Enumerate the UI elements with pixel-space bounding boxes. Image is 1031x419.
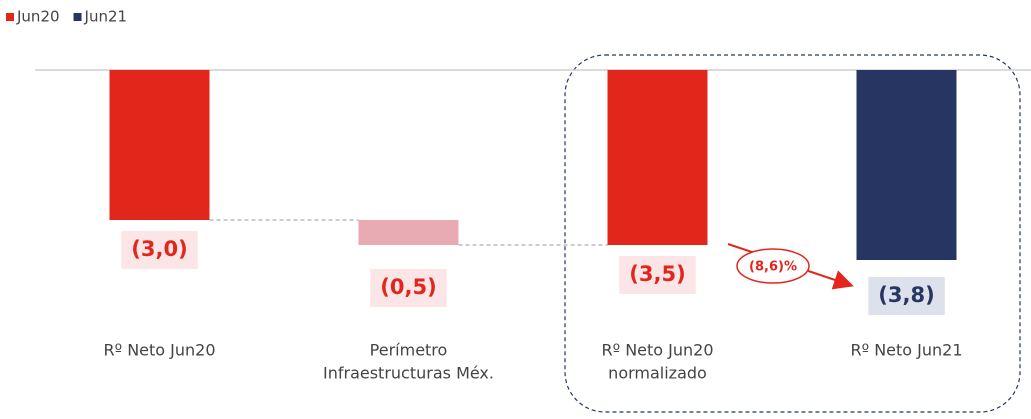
- bar: [856, 70, 957, 260]
- value-label-group: (3,5): [619, 256, 696, 294]
- bar: [607, 70, 708, 245]
- x-tick-label: Rº Neto Jun20: [601, 341, 713, 360]
- value-label: (3,5): [629, 262, 685, 286]
- bar: [109, 70, 210, 220]
- value-label-bg: [868, 277, 945, 315]
- legend-label: Jun20: [16, 8, 60, 26]
- highlight-frame: [564, 54, 1021, 413]
- x-tick-label: Perímetro: [370, 341, 448, 360]
- annotation: (8,6)%: [749, 260, 797, 275]
- value-label-group: (3,8): [868, 277, 945, 315]
- legend-swatch: [6, 13, 14, 21]
- value-label-bg: [619, 256, 696, 294]
- bar: [358, 220, 459, 245]
- value-label: (3,0): [131, 237, 187, 261]
- value-label: (0,5): [380, 275, 436, 299]
- value-label-bg: [121, 231, 198, 269]
- value-label-group: (0,5): [370, 269, 447, 307]
- legend-swatch: [73, 13, 82, 21]
- x-tick-label: normalizado: [608, 364, 707, 383]
- x-tick-label: Rº Neto Jun20: [103, 341, 215, 360]
- value-label: (3,8): [878, 283, 934, 307]
- value-label-group: (3,0): [121, 231, 198, 269]
- value-label-bg: [370, 269, 447, 307]
- annotation-bubble: [736, 248, 810, 284]
- x-tick-label: Infraestructuras Méx.: [323, 364, 494, 383]
- legend-label: Jun21: [84, 8, 128, 26]
- x-tick-label: Rº Neto Jun21: [850, 341, 962, 360]
